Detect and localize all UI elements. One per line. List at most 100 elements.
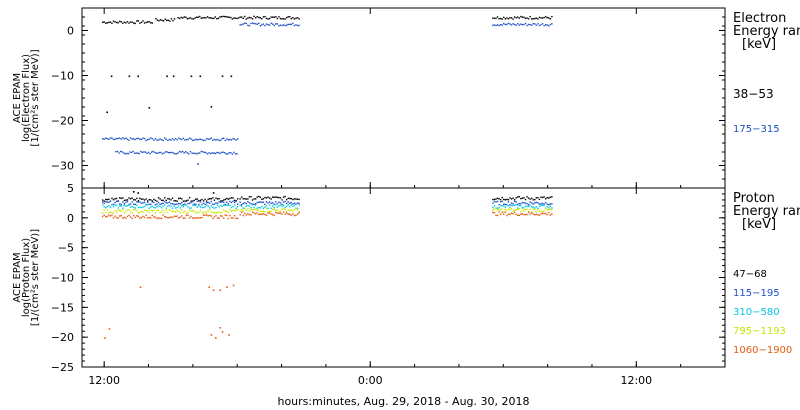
data-point <box>139 201 141 203</box>
data-point <box>518 202 520 205</box>
data-point <box>153 198 155 201</box>
data-point <box>298 24 300 27</box>
data-point <box>543 196 545 198</box>
data-point <box>117 207 119 209</box>
data-point <box>121 151 123 153</box>
data-point <box>233 199 236 202</box>
data-point <box>179 211 181 214</box>
data-point <box>220 16 223 18</box>
data-point <box>132 209 135 211</box>
data-point <box>150 22 152 24</box>
data-point <box>210 204 212 207</box>
data-point <box>223 217 225 219</box>
data-point <box>103 21 105 23</box>
data-point <box>529 201 531 203</box>
data-point <box>148 21 150 23</box>
data-point <box>272 16 274 18</box>
data-point <box>275 209 277 211</box>
data-point <box>117 137 119 140</box>
data-point <box>197 16 199 19</box>
data-point <box>512 203 514 205</box>
data-point <box>296 207 299 209</box>
legend-entry: 1060−1900 <box>733 345 792 356</box>
data-point <box>549 203 552 205</box>
data-point <box>270 202 272 205</box>
data-point <box>281 208 283 210</box>
data-point <box>250 22 252 25</box>
data-point <box>245 18 248 20</box>
data-point <box>521 16 524 18</box>
data-point <box>538 24 541 27</box>
data-point <box>210 198 212 200</box>
data-point <box>170 205 172 207</box>
data-point <box>193 210 195 212</box>
data-point <box>126 21 129 23</box>
data-point <box>173 205 175 207</box>
data-point <box>543 210 545 212</box>
data-point <box>126 199 129 201</box>
data-point <box>240 16 243 18</box>
data-point <box>148 107 151 109</box>
data-point <box>137 192 140 194</box>
data-point <box>538 16 541 19</box>
data-point <box>114 21 116 23</box>
data-point <box>151 201 154 203</box>
data-point <box>244 22 246 24</box>
data-point <box>128 22 130 24</box>
data-point <box>230 217 233 219</box>
data-point <box>221 211 223 214</box>
data-point <box>196 211 199 213</box>
data-point <box>513 199 516 201</box>
data-point <box>298 212 300 214</box>
data-point <box>527 197 530 199</box>
data-point <box>254 17 257 19</box>
data-point <box>200 17 203 19</box>
data-point <box>106 205 109 208</box>
data-point <box>229 209 231 211</box>
data-point <box>142 211 144 213</box>
data-point <box>503 22 505 25</box>
data-point <box>103 202 105 205</box>
legend-entry: 47−68 <box>733 269 767 280</box>
data-point <box>202 17 204 19</box>
data-point <box>541 196 544 199</box>
data-point <box>196 217 199 219</box>
data-point <box>258 206 260 209</box>
data-point <box>122 197 124 199</box>
data-point <box>235 139 237 141</box>
data-point <box>178 17 181 20</box>
data-point <box>139 22 141 24</box>
data-point <box>115 204 118 206</box>
data-point <box>154 151 156 154</box>
data-point <box>116 150 119 153</box>
data-point <box>145 204 147 206</box>
data-point <box>544 15 547 18</box>
data-point <box>159 217 161 220</box>
data-point <box>239 198 241 200</box>
data-point <box>521 197 524 199</box>
data-point <box>520 203 522 205</box>
data-point <box>123 216 126 219</box>
data-point <box>210 137 212 139</box>
data-point <box>137 75 140 78</box>
data-point <box>150 206 152 208</box>
data-point <box>251 211 254 213</box>
data-point <box>160 207 163 209</box>
data-point <box>226 201 228 203</box>
data-point <box>132 199 135 201</box>
data-point <box>549 205 552 207</box>
data-point <box>236 203 239 205</box>
data-point <box>101 201 104 203</box>
data-point <box>250 207 252 209</box>
data-point <box>119 150 122 153</box>
data-point <box>224 214 226 216</box>
data-point <box>114 215 116 217</box>
data-point <box>103 206 105 208</box>
data-point <box>239 201 241 203</box>
data-point <box>143 151 145 153</box>
data-point <box>218 211 220 213</box>
data-point <box>228 152 230 154</box>
data-point <box>551 208 553 211</box>
data-point <box>182 205 185 208</box>
y-tick-label: −5 <box>58 242 74 255</box>
